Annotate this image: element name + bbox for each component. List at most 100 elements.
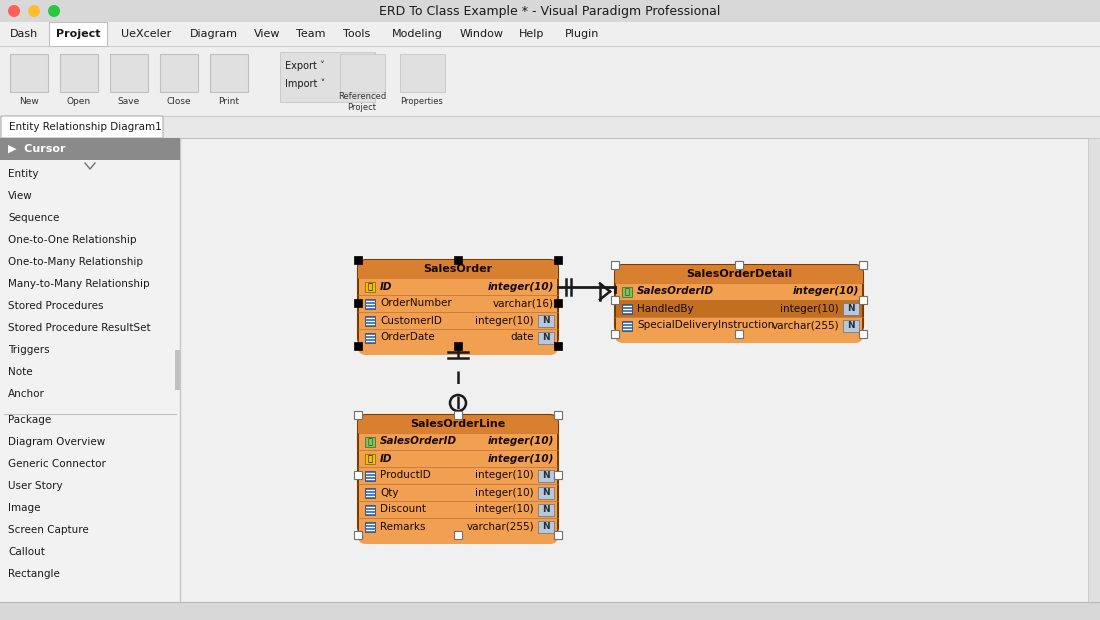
Bar [616,317,862,334]
Text: integer(10): integer(10) [475,487,534,497]
Bar [358,425,558,433]
FancyBboxPatch shape [615,265,864,283]
Text: Help: Help [519,29,544,39]
Circle shape [8,5,20,17]
Bar [359,518,557,535]
Text: One-to-One Relationship: One-to-One Relationship [8,235,136,245]
Text: Diagram: Diagram [190,29,238,39]
Text: varchar(16): varchar(16) [493,298,554,309]
Bar [0,602,1100,620]
Bar [359,518,557,535]
Text: Window: Window [460,29,504,39]
Bar [359,467,557,484]
Bar [538,469,554,482]
Bar [621,304,632,314]
Bar [0,116,1100,138]
FancyBboxPatch shape [1,116,163,138]
Text: SalesOrder: SalesOrder [424,264,493,274]
Text: Generic Connector: Generic Connector [8,459,106,469]
Bar [616,300,862,317]
Text: Screen Capture: Screen Capture [8,525,89,535]
Bar [454,531,462,539]
Text: varchar(255): varchar(255) [466,521,534,531]
Bar [359,501,557,518]
Bar [554,531,562,539]
Text: Export ˅: Export ˅ [285,61,324,71]
Bar [359,329,557,346]
Text: integer(10): integer(10) [487,453,554,464]
FancyBboxPatch shape [358,415,558,535]
Text: Team: Team [296,29,326,39]
Bar [1088,138,1100,602]
Text: N: N [542,316,550,325]
Bar [175,350,180,390]
Circle shape [48,5,60,17]
Text: Tools: Tools [343,29,371,39]
Bar [60,54,98,92]
Bar [0,22,1100,46]
Bar [859,296,867,304]
Bar [610,330,619,338]
Bar [859,261,867,269]
Text: Diagram Overview: Diagram Overview [8,437,106,447]
Text: N: N [542,471,550,480]
Text: ID: ID [379,281,393,291]
Text: Many-to-Many Relationship: Many-to-Many Relationship [8,279,150,289]
Bar [359,450,557,467]
Bar [359,484,557,501]
FancyBboxPatch shape [615,326,864,343]
Bar [735,330,743,338]
FancyBboxPatch shape [358,260,558,346]
Bar [616,317,862,334]
Text: N: N [542,505,550,514]
Text: Discount: Discount [379,505,426,515]
Bar [454,411,462,419]
Bar [359,329,557,346]
Text: ⚿: ⚿ [367,437,373,446]
Text: SalesOrderDetail: SalesOrderDetail [686,269,792,279]
Text: SalesOrderLine: SalesOrderLine [410,419,506,429]
Bar [538,503,554,515]
Bar [365,332,375,342]
Bar [354,256,362,264]
Text: Stored Procedures: Stored Procedures [8,301,103,311]
Bar [365,281,375,291]
Text: integer(10): integer(10) [780,304,839,314]
Text: ⚿: ⚿ [625,287,629,296]
Text: varchar(255): varchar(255) [771,321,839,330]
Text: New: New [19,97,38,107]
Text: N: N [542,333,550,342]
Bar [554,471,562,479]
Text: Import ˅: Import ˅ [285,79,326,89]
Text: Dash: Dash [10,29,38,39]
FancyBboxPatch shape [615,265,864,334]
FancyBboxPatch shape [358,260,558,278]
Bar [359,312,557,329]
Text: integer(10): integer(10) [475,505,534,515]
Text: Anchor: Anchor [8,389,45,399]
Text: 🗝: 🗝 [367,282,373,291]
Bar [280,52,375,102]
Bar [0,46,1100,116]
Text: Referenced
Project: Referenced Project [338,92,386,112]
Text: OrderNumber: OrderNumber [379,298,452,309]
Bar [610,296,619,304]
Bar [454,256,462,264]
Text: UeXceler: UeXceler [121,29,172,39]
Bar [554,299,562,307]
Text: integer(10): integer(10) [475,471,534,480]
Text: N: N [847,304,855,313]
Text: date: date [510,332,534,342]
Bar [843,303,859,314]
Text: Project: Project [56,29,100,39]
Bar [180,138,1088,602]
Text: Qty: Qty [379,487,398,497]
Text: ERD To Class Example * - Visual Paradigm Professional: ERD To Class Example * - Visual Paradigm… [379,4,720,17]
Bar [621,321,632,330]
Text: 🗝: 🗝 [367,454,373,463]
Bar [400,54,446,92]
Text: ▶  Cursor: ▶ Cursor [8,144,66,154]
Bar [0,138,180,602]
Bar [365,436,375,446]
FancyBboxPatch shape [358,415,558,433]
